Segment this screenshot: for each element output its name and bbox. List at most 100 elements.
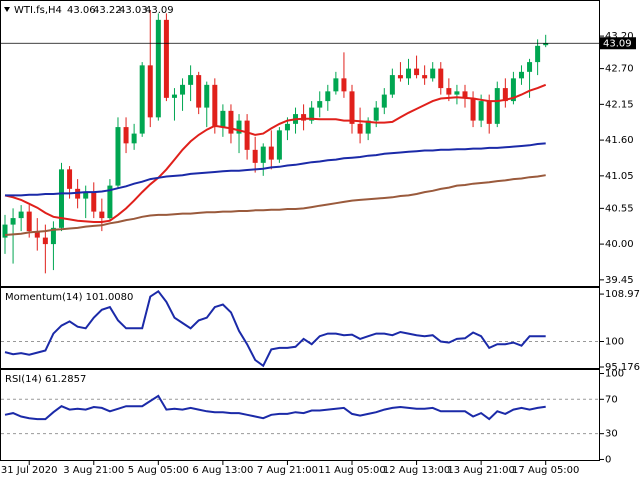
y-tick-label: 100 (605, 337, 624, 348)
candle-body (204, 84, 210, 108)
candle-body (67, 169, 73, 189)
candle-body (478, 101, 484, 121)
candle-body (454, 91, 460, 95)
candle-body (341, 78, 347, 92)
chart-title: WTI.fs,H4 (14, 5, 62, 16)
candle-body (535, 45, 541, 63)
candle-body (284, 123, 290, 131)
candle-body (91, 192, 97, 212)
moving-average (5, 142, 546, 197)
rsi-panel (0, 369, 600, 461)
candle-body (220, 110, 226, 128)
candle-body (309, 107, 315, 121)
candle-body (107, 185, 113, 219)
ohlc-low: 43.03 (119, 5, 148, 16)
candle-body (34, 231, 40, 238)
y-tick-label: 42.15 (605, 99, 634, 110)
candle-body (10, 218, 16, 225)
candle-body (333, 78, 339, 92)
x-tick-label: 7 Aug 21:00 (257, 465, 318, 476)
candle-body (26, 211, 32, 232)
candle-body (50, 227, 56, 245)
y-tick-label: 43.20 (605, 31, 634, 42)
y-tick-label: 40.55 (605, 203, 634, 214)
candle-body (543, 43, 549, 46)
candle-body (276, 130, 282, 160)
indicator-title: Momentum(14) 101.0080 (5, 292, 133, 303)
candle-body (147, 65, 153, 118)
candle-body (83, 192, 89, 199)
x-tick-label: 17 Aug 05:00 (512, 465, 579, 476)
momentum-panel (0, 287, 600, 369)
candle-body (268, 146, 274, 160)
y-tick-label: 41.05 (605, 171, 634, 182)
candle-body (527, 62, 533, 72)
moving-average (4, 174, 546, 236)
y-tick-label: 0 (605, 454, 611, 465)
candle-body (188, 75, 194, 85)
y-tick-label: 70 (605, 394, 618, 405)
x-tick-label: 31 Jul 2020 (1, 465, 58, 476)
x-tick-label: 11 Aug 05:00 (318, 465, 385, 476)
candle-body (317, 101, 323, 108)
candle-body (131, 133, 137, 144)
candle-body (228, 110, 234, 134)
candle-body (58, 169, 64, 228)
y-tick-label: 100 (605, 369, 624, 380)
candle-body (414, 68, 420, 76)
candle-body (42, 237, 48, 245)
indicator-line (4, 289, 546, 368)
x-tick-label: 3 Aug 21:00 (63, 465, 124, 476)
candle-body (236, 120, 242, 134)
candle-body (115, 127, 121, 186)
moving-average (4, 83, 547, 223)
candle-body (381, 94, 387, 108)
candle-body (365, 120, 371, 134)
candle-body (2, 224, 8, 238)
y-tick-label: 39.45 (605, 275, 634, 286)
candle-body (494, 88, 500, 124)
candle-body (99, 211, 105, 219)
candle-body (518, 71, 524, 79)
candle-body (446, 88, 452, 95)
candle-body (301, 114, 307, 121)
collapse-icon (4, 7, 10, 12)
candle-body (163, 19, 169, 98)
candle-body (123, 127, 129, 144)
candle-body (422, 75, 428, 79)
x-tick-label: 13 Aug 21:00 (447, 465, 514, 476)
candle-body (252, 149, 258, 163)
candle-body (438, 68, 444, 89)
candle-body (406, 68, 411, 79)
candle-body (260, 146, 266, 163)
candle-body (244, 120, 250, 150)
candle-body (486, 101, 492, 124)
indicator-title: RSI(14) 61.2857 (5, 374, 86, 385)
candle-body (139, 65, 145, 134)
candle-body (430, 68, 436, 79)
x-tick-label: 6 Aug 13:00 (192, 465, 253, 476)
x-tick-label: 5 Aug 05:00 (128, 465, 189, 476)
candle-body (510, 78, 516, 102)
candle-body (18, 211, 24, 219)
candle-body (462, 91, 468, 98)
y-tick-label: 41.60 (605, 135, 634, 146)
candle-body (349, 91, 355, 124)
y-tick-label: 30 (605, 429, 618, 440)
ohlc-open: 43.06 (67, 5, 96, 16)
candle-body (502, 88, 508, 102)
candle-body (180, 84, 186, 95)
candle-body (212, 84, 218, 128)
ohlc-high: 43.22 (93, 5, 122, 16)
indicator-line (4, 394, 546, 421)
current-price-label: 43.09 (603, 38, 632, 49)
y-tick-label: 108.9707 (605, 289, 640, 300)
current-price-box (600, 37, 636, 50)
y-tick-label: 40.00 (605, 239, 634, 250)
y-tick-label: 42.70 (605, 64, 634, 75)
y-tick-label: 95.1765 (605, 362, 640, 373)
candle-body (171, 94, 177, 98)
candle-body (325, 91, 331, 102)
